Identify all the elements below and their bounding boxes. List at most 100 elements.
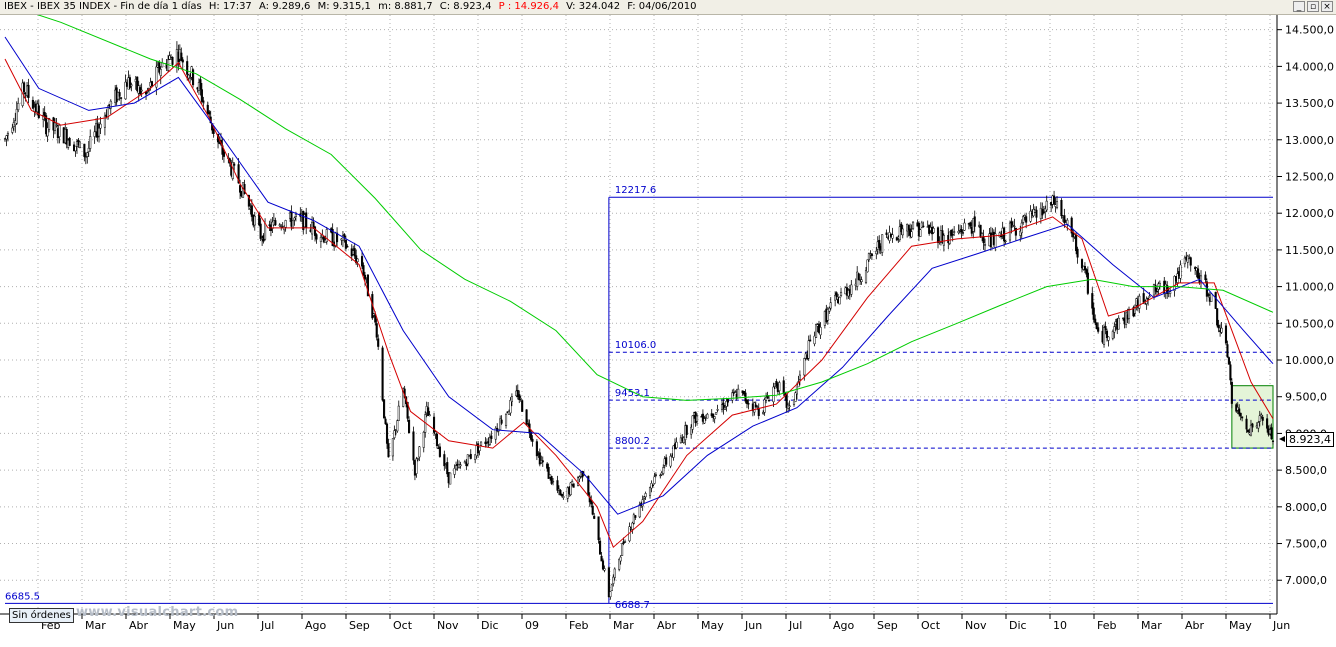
candle-body bbox=[1245, 418, 1248, 430]
candle-body bbox=[128, 77, 131, 88]
candle-body bbox=[572, 483, 575, 488]
y-tick-label: 14.500,0 bbox=[1285, 24, 1334, 37]
candle-body bbox=[412, 431, 415, 461]
period-label: Fin de día 1 días bbox=[120, 1, 202, 12]
candle-body bbox=[911, 221, 915, 230]
minimize-icon[interactable]: _ bbox=[1293, 1, 1305, 12]
candle-body bbox=[1207, 294, 1210, 296]
x-tick-label: Abr bbox=[657, 619, 677, 632]
candle-body bbox=[469, 453, 472, 459]
candle-body bbox=[850, 284, 853, 295]
candle-body bbox=[734, 391, 737, 393]
candle-body bbox=[1261, 416, 1264, 421]
candle-body bbox=[682, 437, 685, 443]
x-tick-label: Abr bbox=[1185, 619, 1205, 632]
candle-body bbox=[37, 105, 40, 119]
candle-body bbox=[920, 222, 923, 228]
x-tick-label: Dic bbox=[1009, 619, 1027, 632]
candle-body bbox=[953, 231, 956, 233]
candle-body bbox=[951, 234, 954, 236]
candle-body bbox=[5, 135, 8, 140]
y-tick-label: 12.500,0 bbox=[1285, 170, 1334, 183]
candle-body bbox=[1045, 200, 1048, 211]
candle-body bbox=[363, 274, 367, 280]
x-tick-label: Ago bbox=[305, 619, 327, 632]
candle-body bbox=[516, 389, 519, 398]
x-tick-label: 09 bbox=[525, 619, 539, 632]
candle-body bbox=[1127, 308, 1131, 319]
x-tick-label: May bbox=[1229, 619, 1252, 632]
candle-body bbox=[1111, 331, 1114, 339]
candle-body bbox=[84, 156, 87, 158]
candle-body bbox=[1246, 429, 1250, 433]
candle-body bbox=[619, 556, 622, 562]
restore-icon[interactable]: ▫ bbox=[1307, 1, 1319, 12]
candle-body bbox=[1260, 414, 1263, 417]
candle-body bbox=[794, 392, 797, 402]
candle-body bbox=[202, 100, 205, 103]
candle-body bbox=[713, 416, 716, 420]
candle-body bbox=[1019, 230, 1022, 236]
candle-body bbox=[74, 145, 77, 152]
candle-body bbox=[762, 412, 765, 414]
candle-body bbox=[46, 127, 49, 137]
candlestick-chart[interactable]: 7.000,07.500,08.000,08.500,09.000,09.500… bbox=[0, 15, 1336, 647]
candle-body bbox=[591, 505, 594, 515]
close-icon[interactable]: × bbox=[1321, 1, 1333, 12]
x-tick-label: Feb bbox=[1097, 619, 1116, 632]
candle-body bbox=[638, 504, 641, 518]
candle-body bbox=[788, 405, 791, 407]
candle-body bbox=[480, 441, 483, 446]
candle-body bbox=[1010, 221, 1013, 228]
candle-body bbox=[23, 82, 26, 92]
candle-body bbox=[798, 374, 801, 380]
candle-body bbox=[1241, 416, 1244, 419]
candle-body bbox=[1094, 318, 1097, 323]
candle-body bbox=[449, 472, 452, 485]
candle-body bbox=[86, 152, 89, 157]
candle-body bbox=[186, 61, 189, 75]
candle-body bbox=[43, 111, 46, 117]
candle-body bbox=[233, 163, 236, 166]
candle-body bbox=[1169, 291, 1172, 294]
candle-body bbox=[1186, 255, 1189, 263]
candle-body bbox=[597, 516, 600, 541]
candle-body bbox=[835, 292, 838, 298]
candle-body bbox=[641, 499, 644, 507]
candle-body bbox=[1105, 330, 1109, 339]
candle-body bbox=[1086, 272, 1089, 294]
candle-body bbox=[556, 480, 559, 491]
candle-body bbox=[294, 214, 297, 217]
candle-body bbox=[259, 223, 262, 239]
candle-body bbox=[377, 338, 380, 347]
date-readout: F: 04/06/2010 bbox=[627, 1, 697, 12]
candle-body bbox=[313, 226, 317, 236]
candle-body bbox=[957, 230, 960, 233]
candle-body bbox=[1270, 427, 1273, 440]
candle-body bbox=[31, 99, 34, 109]
candle-body bbox=[942, 235, 945, 246]
x-tick-label: Sep bbox=[877, 619, 898, 632]
candle-body bbox=[97, 127, 101, 137]
level-label: 12217.6 bbox=[615, 185, 656, 196]
high-readout: M: 9.315,1 bbox=[317, 1, 371, 12]
candle-body bbox=[1102, 327, 1106, 345]
candle-body bbox=[474, 454, 477, 460]
candle-body bbox=[15, 108, 18, 124]
candle-body bbox=[206, 104, 209, 114]
candle-body bbox=[499, 418, 502, 431]
candle-body bbox=[1204, 274, 1207, 281]
orders-status-button[interactable]: Sin órdenes bbox=[9, 608, 74, 623]
candle-body bbox=[1210, 293, 1213, 302]
candle-body bbox=[42, 114, 45, 120]
candle-body bbox=[919, 229, 922, 237]
candle-body bbox=[93, 131, 96, 137]
candle-body bbox=[981, 233, 984, 238]
candle-body bbox=[857, 273, 860, 281]
candle-body bbox=[765, 396, 768, 401]
candle-body bbox=[875, 250, 878, 255]
candle-body bbox=[343, 234, 346, 238]
candle-body bbox=[547, 466, 550, 479]
candle-body bbox=[885, 232, 888, 235]
candle-body bbox=[1104, 326, 1107, 330]
